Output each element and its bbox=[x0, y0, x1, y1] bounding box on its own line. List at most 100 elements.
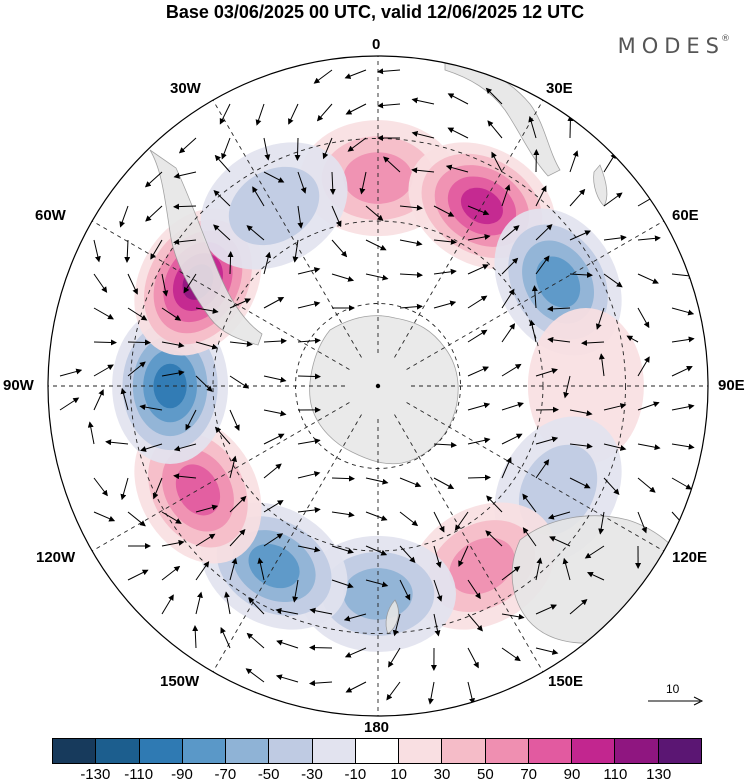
wind-arrow bbox=[214, 154, 231, 173]
wind-arrow bbox=[671, 366, 693, 377]
wind-arrow bbox=[535, 459, 550, 479]
wind-arrow bbox=[297, 438, 321, 445]
wind-arrow bbox=[547, 305, 571, 312]
colorbar-swatch bbox=[53, 739, 97, 763]
wind-arrow bbox=[275, 674, 299, 683]
wind-arrow bbox=[535, 557, 543, 581]
wind-arrow bbox=[297, 267, 321, 275]
wind-arrow bbox=[433, 205, 455, 217]
wind-arrow bbox=[344, 69, 367, 79]
wind-arrow bbox=[549, 536, 571, 547]
colorbar-swatch bbox=[139, 739, 183, 763]
wind-arrow bbox=[331, 475, 355, 482]
wind-arrow bbox=[399, 511, 419, 527]
brand-text: MODES bbox=[617, 34, 725, 58]
map-boundary bbox=[47, 55, 709, 717]
wind-arrow bbox=[399, 239, 423, 247]
wind-arrow bbox=[392, 613, 401, 637]
wind-arrow bbox=[257, 557, 265, 581]
wind-arrow bbox=[161, 273, 169, 297]
wind-arrow bbox=[411, 130, 435, 139]
colorbar-swatch bbox=[442, 739, 486, 763]
wind-arrow bbox=[603, 273, 623, 288]
wind-arrow bbox=[467, 613, 483, 632]
wind-arrow bbox=[93, 511, 116, 522]
wind-arrow bbox=[127, 339, 151, 346]
wind-arrow bbox=[161, 307, 182, 321]
wind-arrow bbox=[467, 329, 488, 343]
wind-arrow bbox=[454, 511, 469, 531]
wind-arrow bbox=[331, 579, 354, 589]
wind-arrow bbox=[292, 239, 299, 263]
colorbar-swatch bbox=[269, 739, 313, 763]
modes-logo: MODES® bbox=[618, 34, 730, 58]
wind-arrow bbox=[569, 271, 593, 278]
wind-arrow bbox=[399, 271, 423, 278]
wind-arrow bbox=[569, 150, 579, 173]
wind-arrow bbox=[637, 356, 650, 377]
wind-arrow bbox=[467, 474, 491, 481]
wind-arrow bbox=[331, 273, 355, 282]
wind-arrow bbox=[297, 205, 304, 229]
wind-arrow bbox=[377, 102, 401, 109]
lon-label-30w: 30W bbox=[170, 80, 201, 97]
wind-arrow bbox=[569, 443, 593, 449]
wind-arrow bbox=[229, 495, 247, 513]
south-america bbox=[149, 149, 263, 346]
reference-arrow-icon bbox=[648, 696, 704, 706]
wind-arrow bbox=[365, 511, 388, 521]
wind-arrow bbox=[491, 151, 503, 173]
meridian-line bbox=[91, 402, 350, 552]
wind-arrow bbox=[127, 273, 138, 295]
wind-arrow bbox=[195, 341, 219, 350]
wind-arrow bbox=[501, 566, 521, 581]
wind-arrow bbox=[297, 171, 307, 194]
wind-arrow bbox=[220, 626, 231, 649]
wind-arrow bbox=[433, 545, 442, 569]
wind-arrow bbox=[195, 591, 203, 615]
wind-arrow bbox=[529, 319, 537, 343]
wind-arrow bbox=[294, 137, 301, 161]
colorbar-tick-label: -30 bbox=[301, 766, 323, 783]
anomaly-contour bbox=[460, 187, 503, 225]
wind-arrow bbox=[562, 557, 571, 581]
reference-vector: 10 bbox=[646, 680, 706, 720]
wind-arrow bbox=[214, 426, 231, 445]
wind-arrow bbox=[219, 103, 231, 125]
wind-arrow bbox=[87, 421, 95, 445]
wind-arrow bbox=[637, 401, 660, 411]
meridian-line bbox=[91, 220, 350, 370]
wind-arrow bbox=[467, 264, 489, 275]
wind-arrow bbox=[637, 307, 650, 329]
wind-arrow bbox=[388, 647, 401, 668]
lon-label-120e: 120E bbox=[672, 549, 708, 566]
wind-arrow bbox=[248, 597, 265, 615]
wind-arrow bbox=[322, 137, 333, 160]
wind-arrow bbox=[263, 433, 285, 445]
wind-arrow bbox=[195, 307, 219, 314]
wind-arrow bbox=[671, 336, 695, 343]
wind-vectors bbox=[59, 68, 695, 705]
wind-arrow bbox=[445, 164, 469, 173]
wind-arrow bbox=[637, 511, 647, 534]
madagascar bbox=[593, 164, 608, 207]
wind-arrow bbox=[485, 530, 503, 547]
wind-arrow bbox=[59, 368, 83, 377]
wind-arrow bbox=[501, 323, 516, 343]
wind-arrow bbox=[399, 204, 423, 211]
meridian-line bbox=[212, 99, 362, 358]
wind-arrow bbox=[345, 103, 367, 115]
colorbar-swatch bbox=[182, 739, 227, 763]
wind-arrow bbox=[276, 639, 299, 649]
wind-arrow bbox=[145, 205, 163, 222]
wind-arrow bbox=[586, 571, 605, 581]
wind-arrow bbox=[547, 511, 571, 520]
wind-arrow bbox=[229, 557, 238, 581]
wind-arrow bbox=[528, 115, 537, 139]
wind-arrow bbox=[255, 103, 265, 126]
colorbar-tick-label: 90 bbox=[563, 766, 581, 783]
wind-arrow bbox=[127, 361, 146, 377]
wind-arrow bbox=[501, 401, 524, 411]
lon-label-90w: 90W bbox=[3, 377, 34, 394]
wind-arrow bbox=[309, 607, 333, 615]
